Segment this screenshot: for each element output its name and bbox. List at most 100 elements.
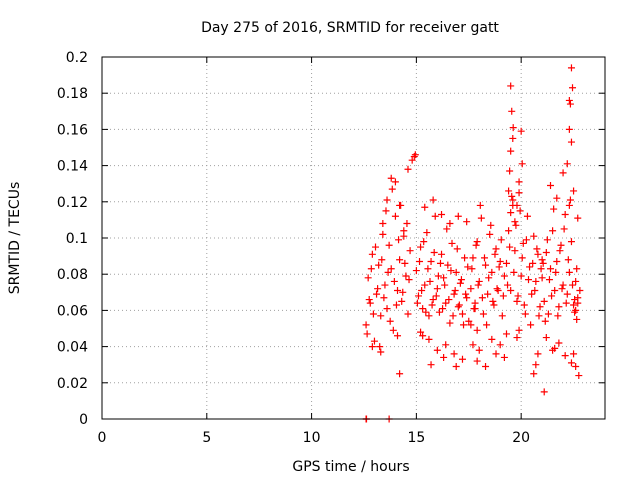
data-point <box>460 321 468 329</box>
data-point <box>419 305 427 313</box>
data-point <box>379 230 387 238</box>
data-point <box>522 236 530 244</box>
data-point <box>368 343 376 351</box>
data-point <box>452 268 460 276</box>
data-point <box>377 348 385 356</box>
data-point <box>373 290 381 298</box>
data-point <box>468 265 476 273</box>
data-point <box>547 182 555 190</box>
data-point <box>431 212 439 220</box>
x-tick-label: 20 <box>512 430 530 446</box>
data-point <box>565 201 573 209</box>
data-point <box>539 259 547 267</box>
y-tick-label: 0.16 <box>57 122 88 138</box>
data-point <box>450 350 458 358</box>
data-point <box>557 241 565 249</box>
data-point <box>404 310 412 318</box>
data-point <box>532 277 540 285</box>
data-point <box>383 196 391 204</box>
data-point <box>497 236 505 244</box>
data-point <box>411 151 419 159</box>
data-point <box>571 296 579 304</box>
data-point <box>508 107 516 115</box>
data-point <box>476 201 484 209</box>
data-point <box>479 310 487 318</box>
data-point <box>523 212 531 220</box>
data-point <box>396 201 404 209</box>
data-point <box>506 167 514 175</box>
x-tick-label: 5 <box>202 430 211 446</box>
data-point <box>488 335 496 343</box>
data-point <box>474 281 482 289</box>
y-tick-label: 0.1 <box>66 231 88 247</box>
data-point <box>449 312 457 320</box>
data-point <box>399 288 407 296</box>
data-point <box>512 221 520 229</box>
data-point <box>526 263 534 271</box>
data-point <box>542 334 550 342</box>
data-point <box>458 310 466 318</box>
data-point <box>496 341 504 349</box>
data-point <box>423 229 431 237</box>
data-point <box>363 330 371 338</box>
data-point <box>366 299 374 307</box>
data-point <box>528 290 536 298</box>
data-point <box>482 261 490 269</box>
data-point <box>394 286 402 294</box>
x-axis: 0 5 10 15 20 <box>98 57 530 446</box>
data-point <box>438 210 446 218</box>
data-point <box>422 308 430 316</box>
data-point <box>465 317 473 325</box>
data-point <box>573 315 581 323</box>
data-point <box>521 310 529 318</box>
data-point <box>563 160 571 168</box>
data-point <box>458 355 466 363</box>
data-point <box>548 292 556 300</box>
data-point <box>574 299 582 307</box>
data-point <box>362 321 370 329</box>
data-point <box>472 241 480 249</box>
data-point <box>519 239 527 247</box>
data-point <box>367 265 375 273</box>
data-point <box>418 286 426 294</box>
x-tick-label: 15 <box>407 430 425 446</box>
data-point <box>565 268 573 276</box>
data-point <box>385 241 393 249</box>
data-point <box>502 259 510 267</box>
data-point <box>573 265 581 273</box>
data-point <box>569 281 577 289</box>
data-point <box>444 261 452 269</box>
data-point <box>507 82 515 90</box>
data-point <box>452 363 460 371</box>
data-point <box>569 84 577 92</box>
data-point <box>482 363 490 371</box>
data-point <box>483 321 491 329</box>
data-point <box>529 259 537 267</box>
data-point <box>541 317 549 325</box>
data-point <box>463 218 471 226</box>
data-point <box>507 147 515 155</box>
data-point <box>545 276 553 284</box>
data-point <box>572 306 580 314</box>
data-point <box>507 209 515 217</box>
data-point <box>499 292 507 300</box>
data-point <box>553 194 561 202</box>
data-point <box>453 245 461 253</box>
data-point <box>492 350 500 358</box>
data-point <box>486 230 494 238</box>
x-tick-label: 0 <box>98 430 107 446</box>
data-point <box>502 330 510 338</box>
data-point <box>408 156 416 164</box>
data-point <box>378 256 386 264</box>
data-point <box>504 281 512 289</box>
data-point <box>564 256 572 264</box>
data-point <box>525 276 533 284</box>
data-point <box>566 196 574 204</box>
data-point <box>500 272 508 280</box>
data-point <box>565 96 573 104</box>
data-point <box>534 350 542 358</box>
data-point <box>470 305 478 313</box>
data-point <box>394 332 402 340</box>
data-point <box>467 321 475 329</box>
